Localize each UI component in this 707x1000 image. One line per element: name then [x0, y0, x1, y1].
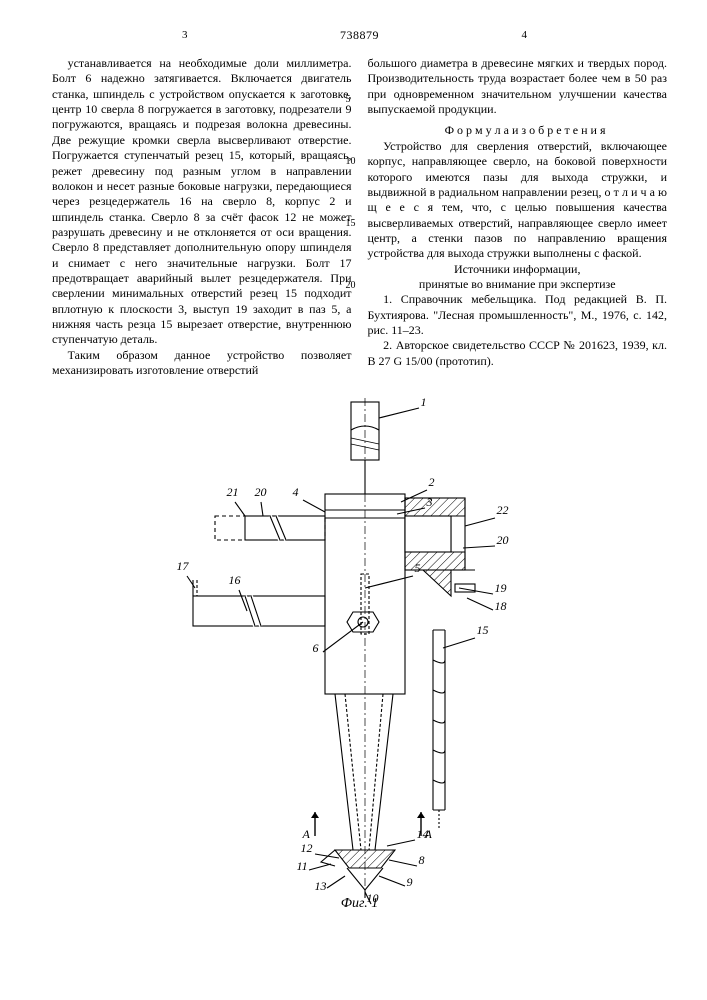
- fig-label-20b: 20: [497, 533, 509, 548]
- fig-label-21: 21: [227, 485, 239, 500]
- formula-heading: Ф о р м у л а и з о б р е т е н и я: [368, 123, 668, 138]
- text-columns: устанавливается на необходимые доли милл…: [52, 56, 667, 379]
- right-para-2: Устройство для сверления отверстий, вклю…: [368, 139, 668, 262]
- fig-label-17: 17: [177, 559, 189, 574]
- sources-heading: Источники информации,: [368, 262, 668, 277]
- source-2: 2. Авторское свидетельство СССР № 201623…: [368, 338, 668, 369]
- fig-label-6: 6: [313, 641, 319, 656]
- sources-sub: принятые во внимание при экспертизе: [368, 277, 668, 292]
- fig-label-2: 2: [429, 475, 435, 490]
- fig-label-3: 3: [427, 495, 433, 510]
- left-para-1: устанавливается на необходимые доли милл…: [52, 56, 352, 348]
- left-column: устанавливается на необходимые доли милл…: [52, 56, 352, 379]
- fig-label-11: 11: [297, 859, 308, 874]
- fig-label-22: 22: [497, 503, 509, 518]
- fig-label-4: 4: [293, 485, 299, 500]
- source-1: 1. Справочник мебельщика. Под редакцией …: [368, 292, 668, 338]
- right-col-num: 4: [522, 28, 528, 42]
- line-mark-15: 15: [346, 218, 356, 231]
- fig-label-20: 20: [255, 485, 267, 500]
- fig-label-18: 18: [495, 599, 507, 614]
- fig-label-16: 16: [229, 573, 241, 588]
- fig-label-13: 13: [315, 879, 327, 894]
- left-col-num: 3: [182, 28, 188, 42]
- fig-label-9: 9: [407, 875, 413, 890]
- figure-svg: [175, 393, 545, 913]
- fig-label-12: 12: [301, 841, 313, 856]
- left-para-2: Таким образом данное устройство позволяе…: [52, 348, 352, 379]
- fig-label-5: 5: [415, 561, 421, 576]
- right-column: большого диаметра в древесине мягких и т…: [368, 56, 668, 379]
- line-mark-5: 5: [346, 94, 351, 107]
- fig-label-19: 19: [495, 581, 507, 596]
- figure-1: 1 2 3 4 21 20 5 6 16 17 22 20 19 18 15 1…: [175, 393, 545, 913]
- fig-label-8: 8: [419, 853, 425, 868]
- fig-section-A-left: А: [303, 827, 310, 842]
- line-mark-10: 10: [346, 156, 356, 169]
- patent-number: 738879: [340, 28, 379, 43]
- right-para-1: большого диаметра в древесине мягких и т…: [368, 56, 668, 117]
- line-mark-20: 20: [346, 280, 356, 293]
- fig-section-A-right: А: [425, 827, 432, 842]
- fig-label-1: 1: [421, 395, 427, 410]
- figure-caption: Фиг. 1: [341, 895, 379, 913]
- fig-label-15: 15: [477, 623, 489, 638]
